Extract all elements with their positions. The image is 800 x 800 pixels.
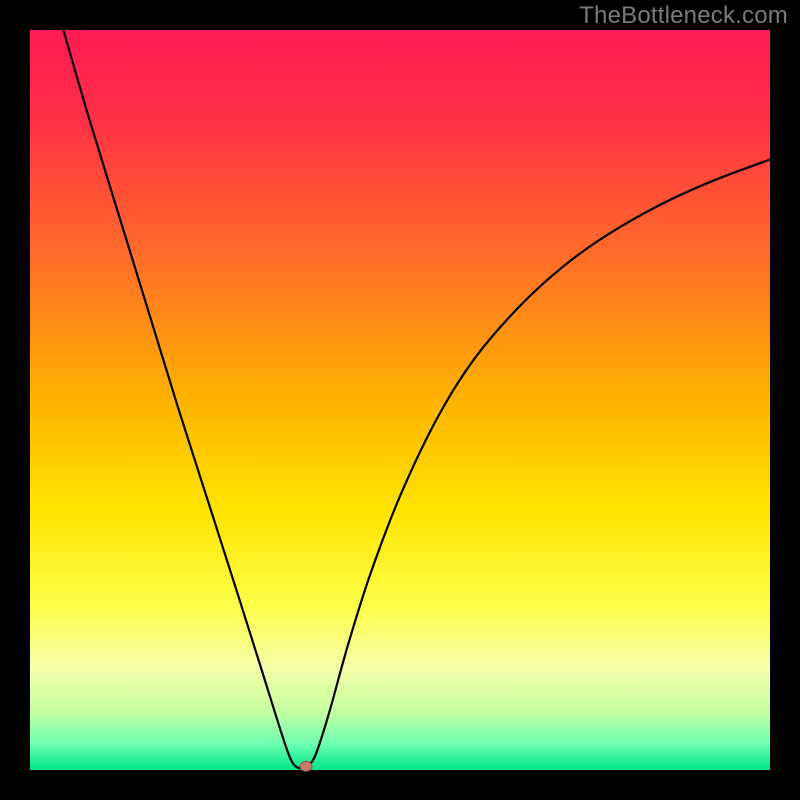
bottleneck-chart [0,0,800,800]
plot-area [30,30,770,770]
chart-container: TheBottleneck.com [0,0,800,800]
watermark-text: TheBottleneck.com [579,2,788,30]
optimum-marker [300,761,312,771]
